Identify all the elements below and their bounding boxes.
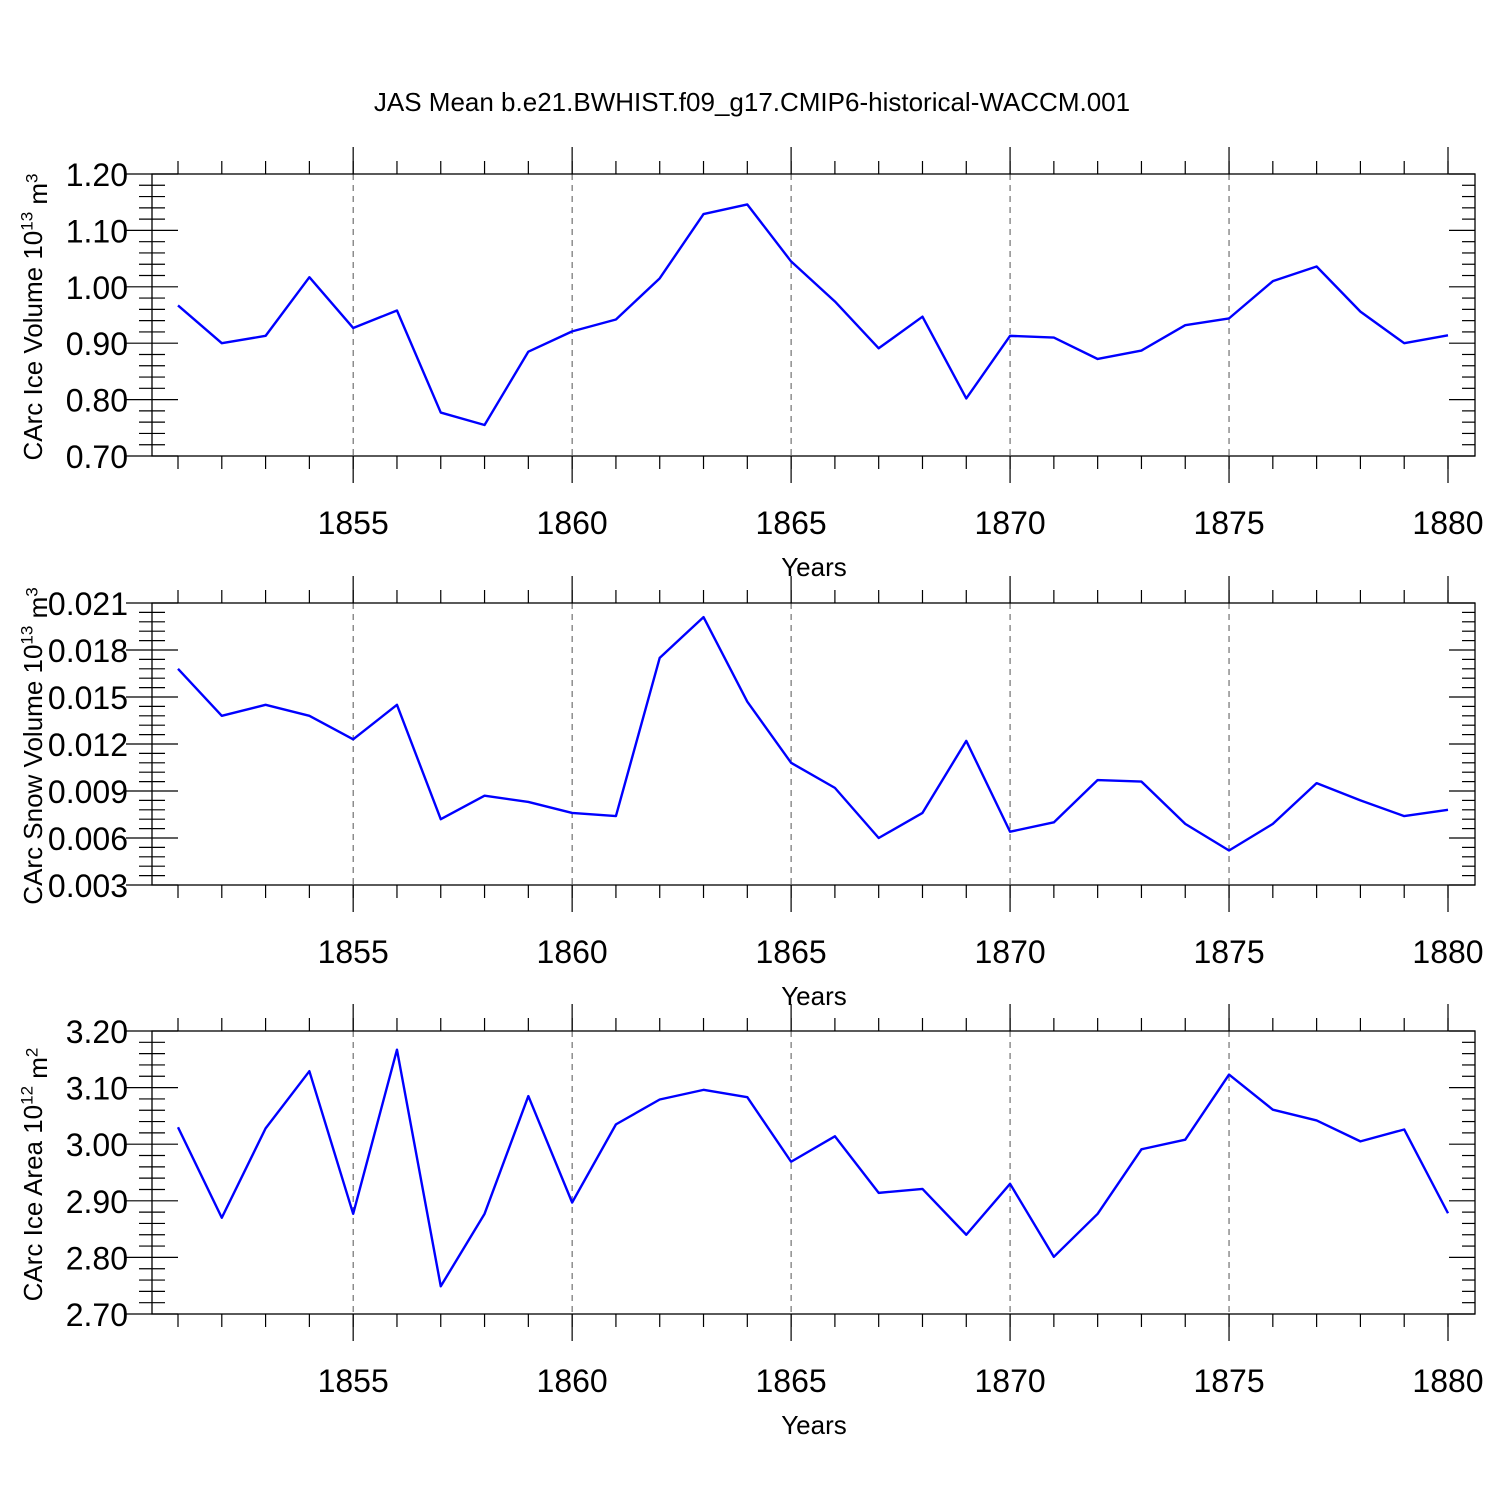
y-tick-label: 3.00 [66,1127,128,1163]
y-label-text: CArc Snow Volume 10 [18,645,48,905]
y-tick-label: 1.00 [66,270,128,306]
y-tick-label: 2.80 [66,1240,128,1276]
y-label-unit-exponent: 2 [23,1048,42,1057]
y-tick-label: 0.009 [48,774,128,810]
x-tick-label: 1855 [318,934,389,970]
y-label-text: CArc Ice Area 10 [18,1105,48,1302]
x-tick-label: 1875 [1193,1363,1264,1399]
y-tick-label: 0.003 [48,868,128,904]
y-tick-label: 0.021 [48,586,128,622]
y-tick-label: 0.015 [48,680,128,716]
y-tick-label: 0.80 [66,383,128,419]
plot-frame [151,602,1476,886]
y-label-unit: m [23,1057,53,1086]
x-tick-label: 1880 [1412,1363,1483,1399]
y-label-unit-exponent: 3 [23,173,42,182]
x-axis-label: Years [781,1410,847,1440]
y-label-exponent: 13 [18,626,37,645]
y-label-exponent: 12 [18,1086,37,1105]
x-tick-label: 1875 [1193,934,1264,970]
panel-2: 1855 1860 1865 1870 1875 1880 0.003 0.006 0.009 0… [18,576,1484,1011]
x-tick-label: 1880 [1412,934,1483,970]
y-tick-label: 0.70 [66,439,128,475]
y-label-unit-exponent: 3 [23,587,42,596]
x-tick-label: 1860 [537,1363,608,1399]
x-tick-label: 1865 [756,934,827,970]
y-axis-label: CArc Ice Volume 1013 m3 [18,173,53,460]
panel-3: 1855 1860 1865 1870 1875 1880 2.70 2.80 2.90 3.00… [18,1004,1484,1440]
panel-1: 1855 1860 1865 1870 1875 1880 0.70 0.80 0.90 1.00… [18,147,1484,582]
y-tick-label: 1.20 [66,157,128,193]
y-label-text: CArc Ice Volume 10 [18,231,48,461]
y-tick-label: 1.10 [66,213,128,249]
x-axis-label: Years [781,552,847,582]
series-line [177,615,1449,852]
x-tick-label: 1855 [318,505,389,541]
y-label-unit: m [23,597,53,626]
x-tick-label: 1880 [1412,505,1483,541]
series-line [177,203,1449,427]
x-tick-label: 1865 [756,1363,827,1399]
series-line [176,1048,1450,1288]
y-label-unit: m [23,183,53,212]
x-tick-label: 1860 [537,505,608,541]
x-tick-label: 1865 [756,505,827,541]
x-tick-label: 1870 [974,934,1045,970]
y-tick-label: 3.20 [66,1014,128,1050]
plot-frame [151,1030,1476,1315]
y-axis-label: CArc Ice Area 1012 m2 [18,1048,53,1302]
y-tick-label: 0.006 [48,821,128,857]
x-tick-label: 1860 [537,934,608,970]
y-tick-label: 0.018 [48,633,128,669]
y-tick-label: 2.90 [66,1184,128,1220]
y-axis-label: CArc Snow Volume 1013 m3 [18,587,53,904]
x-tick-label: 1870 [974,505,1045,541]
figure-title: JAS Mean b.e21.BWHIST.f09_g17.CMIP6-hist… [374,87,1130,117]
y-label-exponent: 13 [18,212,37,231]
y-tick-label: 0.90 [66,326,128,362]
x-tick-label: 1870 [974,1363,1045,1399]
x-tick-label: 1855 [318,1363,389,1399]
y-tick-label: 3.10 [66,1071,128,1107]
plot-frame [151,173,1476,457]
y-tick-label: 2.70 [66,1297,128,1333]
x-tick-label: 1875 [1193,505,1264,541]
panels: 1855 1860 1865 1870 1875 1880 0.70 0.80 0.90 1.00… [18,147,1484,1440]
x-axis-label: Years [781,981,847,1011]
y-tick-label: 0.012 [48,727,128,763]
